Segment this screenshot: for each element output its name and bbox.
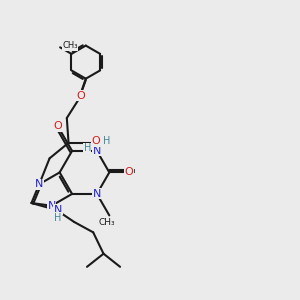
Text: CH₃: CH₃: [98, 218, 115, 227]
Text: N: N: [93, 189, 101, 199]
Text: O: O: [92, 136, 100, 146]
Text: N: N: [54, 205, 62, 215]
Text: H: H: [84, 143, 91, 154]
Text: N: N: [35, 179, 44, 189]
Text: N: N: [93, 146, 101, 156]
Text: O: O: [76, 91, 85, 100]
Text: H: H: [103, 136, 110, 146]
Text: H: H: [54, 212, 62, 223]
Text: CH₃: CH₃: [62, 41, 77, 50]
Text: O: O: [54, 121, 62, 131]
Text: O: O: [124, 167, 133, 177]
Text: N: N: [47, 201, 56, 211]
